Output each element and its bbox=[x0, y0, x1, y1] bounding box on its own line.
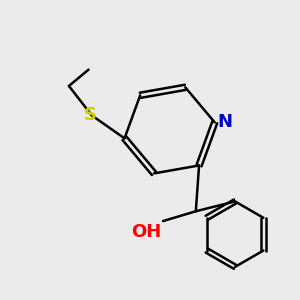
Text: OH: OH bbox=[131, 223, 161, 241]
Text: S: S bbox=[84, 106, 97, 124]
Text: N: N bbox=[218, 113, 232, 131]
